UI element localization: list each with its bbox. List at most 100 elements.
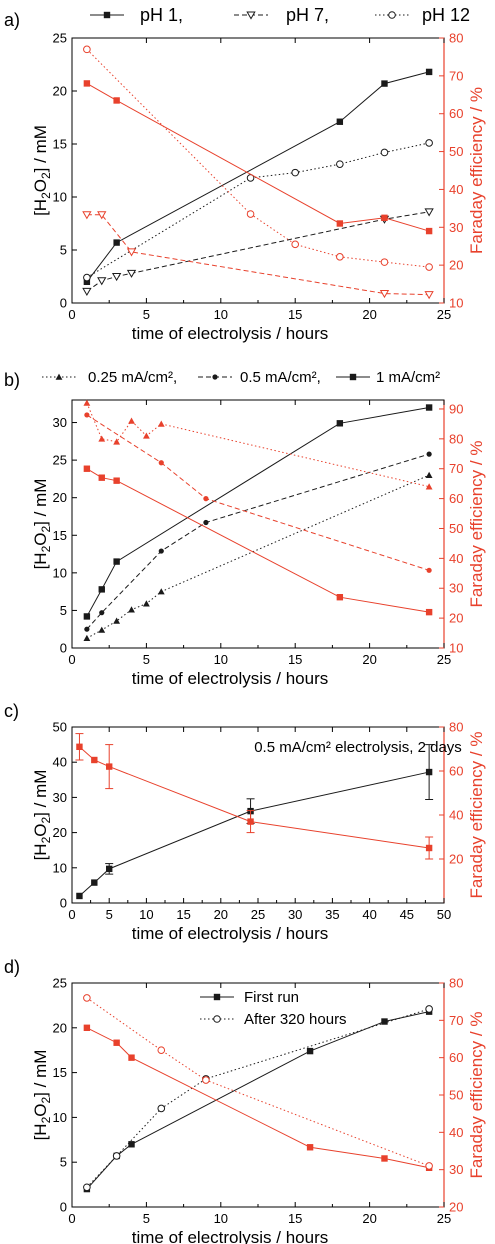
series-line (86, 211, 430, 292)
series-right-1 (75, 733, 434, 860)
data-point (84, 626, 90, 632)
x-tick-label: 25 (437, 307, 451, 322)
data-point (336, 118, 344, 125)
y2-tick-label: 80 (449, 720, 463, 735)
legend-entry-0-marker (55, 373, 63, 380)
y-tick-label: 10 (53, 860, 67, 875)
data-point (336, 420, 344, 427)
series-right-4 (84, 412, 432, 573)
y-tick-label: 5 (60, 603, 67, 618)
y2-tick-label: 70 (449, 1013, 463, 1028)
data-point (83, 278, 91, 285)
series-line (86, 453, 430, 630)
legend-entry-1-marker (212, 374, 218, 380)
y-tick-label: 50 (53, 720, 67, 735)
x-tick-label: 10 (139, 907, 153, 922)
data-point (425, 471, 433, 478)
y-axis-label: [H2O2] / mM (31, 770, 53, 861)
series-line (86, 49, 430, 268)
data-point (379, 290, 390, 299)
y2-tick-label: 30 (449, 220, 463, 235)
series-line (86, 407, 430, 617)
x-tick-label: 5 (106, 907, 113, 922)
series-left-1 (84, 451, 432, 632)
data-point (202, 1076, 210, 1084)
data-point (306, 1144, 314, 1151)
y-tick-label: 30 (53, 415, 67, 430)
y2-tick-label: 10 (449, 641, 463, 656)
data-point (113, 558, 120, 565)
data-point (98, 586, 105, 593)
y2-tick-label: 50 (449, 144, 463, 159)
panel-label: c) (4, 701, 19, 721)
data-point (380, 148, 389, 157)
series-left-0 (83, 68, 433, 285)
data-point (83, 465, 91, 472)
data-point (425, 263, 433, 271)
data-point (126, 269, 137, 278)
series-line (86, 997, 430, 1167)
y2-tick-label: 80 (449, 31, 463, 46)
legend-entry-1-marker (213, 1015, 221, 1023)
data-point (98, 626, 106, 633)
data-point (128, 1054, 135, 1061)
data-point (98, 435, 106, 442)
x-tick-label: 5 (143, 307, 150, 322)
x-tick-label: 0 (68, 1211, 75, 1226)
data-point (157, 1046, 166, 1054)
x-tick-label: 15 (176, 907, 190, 922)
x-tick-label: 15 (288, 652, 302, 667)
y-tick-label: 20 (53, 84, 67, 99)
y2-axis-label: Faraday efficiency / % (467, 87, 486, 254)
data-point (106, 865, 113, 873)
data-point (128, 606, 135, 613)
data-point (97, 277, 107, 286)
x-axis-label: time of electrolysis / hours (132, 924, 329, 943)
y2-tick-label: 80 (449, 976, 463, 991)
y-tick-label: 15 (53, 137, 67, 152)
data-point (83, 634, 91, 642)
x-tick-label: 20 (362, 1211, 376, 1226)
y2-axis-label: Faraday efficiency / % (467, 732, 486, 899)
legend-label: First run (244, 989, 299, 1006)
x-tick-label: 0 (68, 907, 75, 922)
series-left-2 (83, 404, 433, 620)
y2-tick-label: 50 (449, 1088, 463, 1103)
y2-axis-label: Faraday efficiency / % (467, 441, 486, 608)
chart-annotation: 0.5 mA/cm² electrolysis, 2 days (254, 739, 462, 756)
y-tick-label: 15 (53, 1065, 67, 1080)
x-tick-label: 20 (362, 652, 376, 667)
panel-label: d) (4, 957, 20, 977)
series-line (86, 468, 430, 613)
series-line (86, 82, 430, 232)
y2-tick-label: 60 (449, 491, 463, 506)
series-left-1 (83, 1005, 433, 1192)
x-tick-label: 25 (251, 907, 265, 922)
y-tick-label: 0 (60, 1200, 67, 1215)
y-tick-label: 15 (53, 528, 67, 543)
panel-label: a) (4, 10, 20, 30)
series-line (86, 214, 430, 296)
legend-label: After 320 hours (244, 1011, 347, 1028)
legend-entry-0-marker (103, 11, 111, 19)
data-point (143, 432, 150, 439)
series-right-2 (83, 1024, 433, 1171)
data-point (425, 1005, 433, 1013)
data-point (426, 567, 432, 573)
data-point (83, 80, 91, 87)
data-point (424, 208, 434, 217)
x-tick-label: 20 (214, 907, 228, 922)
y2-tick-label: 60 (449, 106, 463, 121)
y2-tick-label: 40 (449, 551, 463, 566)
legend: First run After 320 hours (200, 989, 347, 1028)
data-point (157, 420, 165, 427)
data-point (82, 287, 92, 296)
x-axis-label: time of electrolysis / hours (132, 669, 329, 688)
series-line (86, 1008, 430, 1188)
series-right-3 (83, 399, 433, 490)
legend-entry-0-marker (213, 993, 221, 1001)
data-point (84, 412, 90, 418)
data-point (76, 743, 83, 750)
series-line (86, 1027, 430, 1169)
y2-tick-label: 30 (449, 1162, 463, 1177)
